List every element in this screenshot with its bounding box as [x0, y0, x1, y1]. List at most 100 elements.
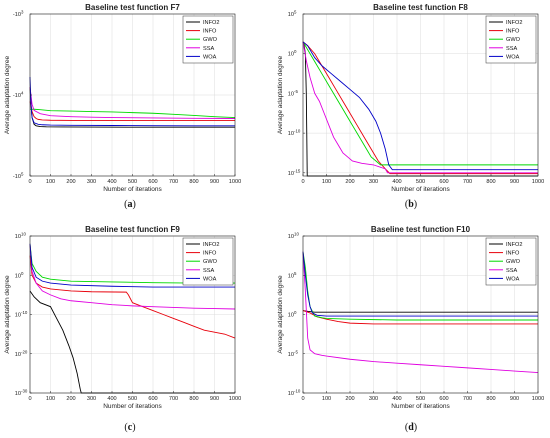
x-tick-label: 600: [439, 179, 448, 185]
y-tick-label: 10: [288, 52, 294, 58]
y-tick-label: -10: [13, 93, 21, 99]
x-tick-label: 1000: [229, 396, 241, 402]
x-tick-label: 800: [486, 396, 495, 402]
x-tick-label: 900: [510, 396, 519, 402]
panel-caption: (b): [405, 199, 417, 210]
x-tick-label: 500: [128, 396, 137, 402]
series-line-info: [302, 310, 538, 325]
y-tick-exponent: -15: [294, 168, 301, 173]
y-tick-label: 10: [288, 91, 294, 97]
legend-entry: SSA: [203, 46, 214, 52]
x-tick-label: 0: [28, 396, 31, 402]
y-tick-label: 10: [15, 391, 21, 397]
x-axis-label: Number of iterations: [391, 186, 450, 193]
legend: INFO2 INFO GWO SSA WOA: [485, 237, 537, 286]
series-line-woa: [302, 251, 538, 317]
x-tick-label: 1000: [532, 396, 544, 402]
y-tick-label: 10: [288, 12, 294, 18]
x-tick-label: 1000: [229, 179, 241, 185]
x-axis-label: Number of iterations: [103, 186, 162, 193]
y-tick-label: 10: [288, 171, 294, 177]
series-line-info2: [302, 310, 538, 313]
y-tick-exponent: -10: [21, 310, 28, 315]
series-line-ssa: [29, 243, 236, 310]
x-tick-label: 700: [463, 179, 472, 185]
x-tick-label: 400: [392, 179, 401, 185]
x-tick-label: 400: [392, 396, 401, 402]
series-line-woa: [29, 243, 235, 288]
y-tick-exponent: 0: [21, 271, 24, 276]
y-tick-exponent: -10: [294, 129, 301, 134]
legend-entry: INFO: [506, 29, 520, 35]
x-tick-label: 100: [46, 396, 55, 402]
x-tick-label: 200: [66, 396, 75, 402]
chart-title: Baseline test function F8: [373, 3, 468, 12]
y-axis-label: Average adaptation degree: [277, 275, 284, 354]
series-line-info: [29, 101, 235, 122]
series-line-woa: [302, 41, 538, 171]
x-tick-label: 700: [169, 396, 178, 402]
y-tick-exponent: -30: [21, 389, 28, 394]
legend-entry: SSA: [506, 46, 517, 52]
x-tick-label: 600: [148, 396, 157, 402]
y-tick-label: 10: [288, 352, 294, 358]
panel-caption: (c): [124, 422, 135, 433]
y-tick-label: 10: [288, 131, 294, 137]
legend-entry: WOA: [203, 276, 217, 282]
y-tick-label: 10: [288, 234, 294, 240]
legend-entry: INFO: [203, 251, 217, 257]
legend: INFO2 INFO GWO SSA WOA: [485, 15, 537, 64]
series-line-gwo: [30, 108, 236, 119]
legend-entry: GWO: [506, 37, 521, 43]
x-tick-label: 700: [169, 179, 178, 185]
y-tick-exponent: 4: [21, 91, 24, 96]
legend-entry: WOA: [203, 54, 217, 60]
x-axis-label: Number of iterations: [391, 403, 450, 410]
series-line-info: [29, 255, 236, 339]
legend-entry: INFO2: [203, 20, 219, 26]
y-tick-exponent: -20: [21, 349, 28, 354]
y-tick-exponent: 0: [294, 49, 297, 54]
x-tick-label: 900: [210, 179, 219, 185]
x-tick-label: 300: [87, 396, 96, 402]
x-axis-label: Number of iterations: [103, 403, 162, 410]
legend-entry: INFO: [203, 29, 217, 35]
legend: INFO2 INFO GWO SSA WOA: [182, 237, 234, 286]
y-tick-exponent: 5: [294, 10, 297, 15]
y-tick-exponent: -5: [294, 89, 298, 94]
legend-entry: INFO2: [203, 242, 219, 248]
x-tick-label: 500: [128, 179, 137, 185]
x-tick-label: 500: [416, 179, 425, 185]
x-tick-label: 300: [369, 179, 378, 185]
series-line-info2: [29, 290, 235, 394]
x-tick-label: 100: [322, 179, 331, 185]
panel-caption: (a): [124, 199, 136, 210]
series-line-ssa: [302, 41, 538, 174]
series-line-gwo: [29, 243, 235, 284]
legend-entry: SSA: [203, 268, 214, 274]
y-tick-label: 10: [288, 273, 294, 279]
chart-panel-1: 0 100 200 300 400 500 600 700 800 900 1000-10 3-10 4…: [4, 3, 241, 210]
x-tick-label: 0: [301, 179, 304, 185]
legend-entry: WOA: [506, 276, 520, 282]
x-tick-label: 800: [189, 179, 198, 185]
series-line-ssa: [302, 251, 539, 374]
y-axis-label: Average adaptation degree: [4, 275, 11, 354]
x-tick-label: 900: [210, 396, 219, 402]
series-line-ssa: [29, 87, 236, 119]
x-tick-label: 100: [46, 179, 55, 185]
x-tick-label: 500: [416, 396, 425, 402]
y-tick-exponent: 0: [294, 310, 297, 315]
series-line-gwo: [302, 251, 538, 321]
x-tick-label: 300: [87, 179, 96, 185]
y-tick-exponent: 10: [294, 232, 299, 237]
y-tick-label: 10: [15, 352, 21, 358]
y-tick-exponent: -10: [294, 389, 301, 394]
legend-entry: INFO2: [506, 20, 522, 26]
legend-entry: GWO: [203, 259, 218, 265]
series-line-info: [302, 41, 538, 175]
